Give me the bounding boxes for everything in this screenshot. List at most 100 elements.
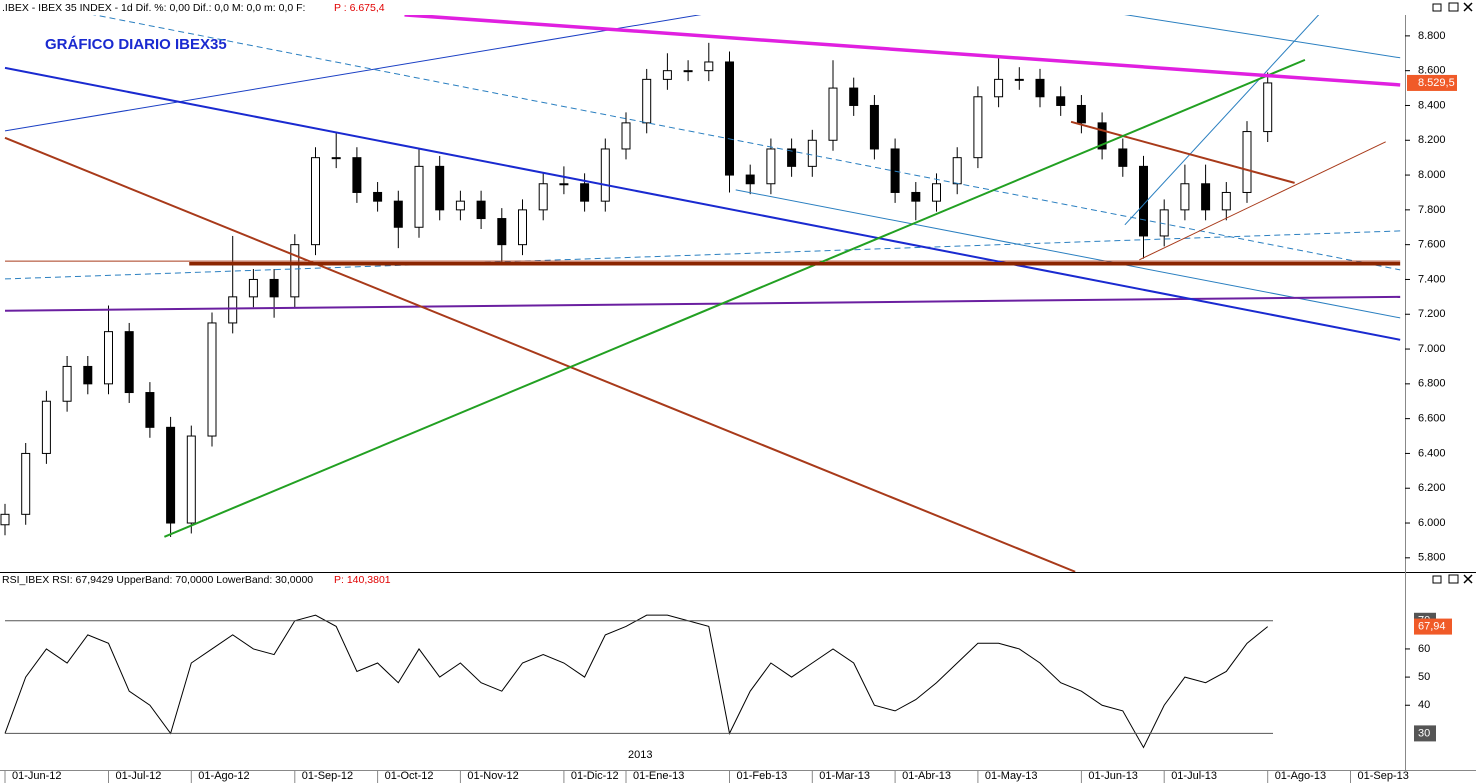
candle-body xyxy=(414,165,424,228)
trendline xyxy=(92,15,1401,271)
trendline xyxy=(4,15,702,132)
candle-body xyxy=(952,157,962,185)
x-tick-label: 01-Ago-13 xyxy=(1275,770,1326,782)
candle-body xyxy=(994,78,1004,98)
rsi-header: RSI_IBEX RSI: 67,9429 UpperBand: 70,0000… xyxy=(2,574,313,586)
candle-body xyxy=(621,122,631,150)
candle-body xyxy=(290,244,300,298)
candle-body xyxy=(186,435,196,524)
maximize-button[interactable] xyxy=(1448,2,1459,12)
candle-body xyxy=(21,452,31,515)
candle-body xyxy=(787,148,797,167)
x-tick-label: 01-Feb-13 xyxy=(737,770,788,782)
candle-body xyxy=(435,165,445,211)
candle-body xyxy=(518,209,527,246)
trendline xyxy=(1070,120,1295,184)
y-tick-label: 6.600 xyxy=(1418,413,1446,425)
candle-body xyxy=(0,513,10,526)
candle-body xyxy=(1201,183,1211,211)
header-text: .IBEX - IBEX 35 INDEX - 1d Dif. %: 0,00 … xyxy=(2,2,305,14)
trendline xyxy=(4,66,1401,341)
y-tick-label: 60 xyxy=(1418,643,1430,655)
candle-body xyxy=(1076,104,1086,124)
trendline xyxy=(4,136,1076,572)
candle-body xyxy=(124,331,134,394)
y-tick-label: 7.000 xyxy=(1418,343,1446,355)
maximize-button[interactable] xyxy=(1448,574,1459,584)
candle-body xyxy=(476,200,486,220)
candle-body xyxy=(145,392,155,428)
x-tick-label: 01-Nov-12 xyxy=(467,770,518,782)
y-tick-label: 7.400 xyxy=(1418,273,1446,285)
candle-body xyxy=(745,174,755,185)
x-tick-label: 01-Jun-12 xyxy=(12,770,62,782)
candle-body xyxy=(104,331,113,385)
candle-body xyxy=(228,296,238,324)
restore-button[interactable] xyxy=(1432,575,1442,584)
trendline xyxy=(1124,15,1320,226)
header-price: P : 6.675,4 xyxy=(334,2,385,14)
candle-body xyxy=(1180,183,1190,211)
candle-body xyxy=(559,183,569,186)
price-badge-label: 8.529,5 xyxy=(1418,77,1455,89)
candle-body xyxy=(41,400,51,454)
candle-body xyxy=(1221,191,1231,211)
candle-body xyxy=(932,183,941,202)
candle-body xyxy=(497,218,507,246)
x-tick-label: 01-Oct-12 xyxy=(385,770,434,782)
rsi-badge xyxy=(1414,618,1452,635)
candle-body xyxy=(166,426,176,524)
trendline xyxy=(164,58,1306,538)
candle-body xyxy=(352,157,362,193)
candle-body xyxy=(683,70,693,73)
candle-body xyxy=(393,200,403,228)
y-tick-label: 8.400 xyxy=(1418,99,1446,111)
trendline xyxy=(404,15,1401,87)
y-tick-label: 6.400 xyxy=(1418,447,1446,459)
band-badge xyxy=(1414,725,1436,742)
candle-body xyxy=(1056,96,1066,106)
x-tick-label: 01-May-13 xyxy=(985,770,1038,782)
x-tick-label: 01-Sep-13 xyxy=(1358,770,1409,782)
candle-body xyxy=(869,104,879,150)
y-tick-label: 40 xyxy=(1418,699,1430,711)
rsi-badge-label: 67,94 xyxy=(1418,620,1446,632)
x-tick-label: 01-Dic-12 xyxy=(571,770,619,782)
candle-body xyxy=(642,78,652,124)
candle-body xyxy=(1242,131,1252,193)
x-tick-label: 01-Ene-13 xyxy=(633,770,684,782)
window-buttons[interactable] xyxy=(1432,2,1473,584)
candle-body xyxy=(269,278,279,298)
x-tick-label: 01-Jun-13 xyxy=(1088,770,1138,782)
candle-body xyxy=(662,70,672,80)
candle-body xyxy=(890,148,900,193)
y-tick-label: 7.800 xyxy=(1418,204,1446,216)
candle-body xyxy=(828,87,838,141)
candle-body xyxy=(1263,82,1273,133)
candle-body xyxy=(766,148,776,185)
candle-body xyxy=(311,157,320,246)
close-button[interactable] xyxy=(1463,2,1473,12)
candle-body xyxy=(580,183,590,202)
price-plot xyxy=(0,15,1401,572)
candle-body xyxy=(331,157,341,160)
candle-body xyxy=(83,365,93,385)
candle-body xyxy=(1118,148,1128,167)
restore-button[interactable] xyxy=(1432,3,1442,12)
candle-body xyxy=(1035,78,1045,98)
candle-body xyxy=(1097,122,1107,150)
trendline xyxy=(735,189,1401,319)
price-badge xyxy=(1407,74,1457,91)
trendline xyxy=(1124,15,1401,59)
x-tick-label: 01-Sep-12 xyxy=(302,770,353,782)
x-tick-label: 01-Jul-13 xyxy=(1171,770,1217,782)
y-tick-label: 8.000 xyxy=(1418,169,1446,181)
candle-body xyxy=(973,96,983,159)
close-button[interactable] xyxy=(1463,574,1473,584)
chart-title: GRÁFICO DIARIO IBEX35 xyxy=(45,36,227,53)
y-tick-label: 7.200 xyxy=(1418,308,1446,320)
trendline xyxy=(4,230,1401,280)
